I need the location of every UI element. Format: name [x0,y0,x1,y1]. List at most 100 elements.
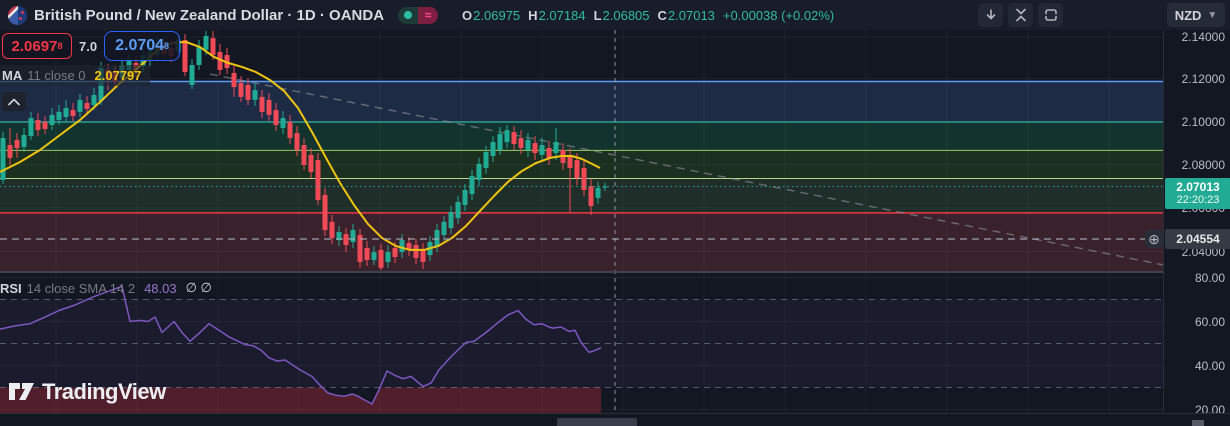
candle[interactable] [49,114,55,125]
rsi-indicator-legend[interactable]: RSI 14 close SMA 14 2 48.03 ∅ ∅ [0,280,212,296]
candle[interactable] [91,94,97,106]
legend-collapse-button[interactable] [2,92,26,111]
candle[interactable] [266,99,272,115]
candle[interactable] [259,96,265,112]
candle[interactable] [420,249,426,262]
candle[interactable] [357,234,363,262]
candle[interactable] [546,148,552,158]
candle[interactable] [203,35,209,51]
candle[interactable] [497,133,503,150]
time-axis[interactable] [0,413,1230,426]
candle[interactable] [581,167,587,191]
candle[interactable] [595,187,601,198]
candle[interactable] [70,109,76,116]
candle[interactable] [308,154,314,173]
candle[interactable] [301,145,307,165]
candle[interactable] [469,176,475,195]
candle[interactable] [441,221,447,235]
candle[interactable] [217,51,223,70]
candle[interactable] [182,39,188,73]
candle[interactable] [504,130,510,143]
candle[interactable] [21,135,27,147]
candle[interactable] [539,145,545,155]
candle[interactable] [371,252,377,260]
candle[interactable] [525,139,531,150]
symbol-title[interactable]: British Pound / New Zealand Dollar · 1D … [34,7,384,24]
scroll-down-button[interactable] [978,3,1003,27]
candle[interactable] [287,121,293,139]
candle[interactable] [462,190,468,205]
candle[interactable] [483,151,489,168]
candle[interactable] [511,132,517,144]
market-open-dot-icon[interactable] [398,6,419,24]
fullscreen-frame-icon [1044,9,1057,21]
candle[interactable] [14,139,20,149]
candle[interactable] [252,90,258,100]
candle[interactable] [273,109,279,125]
candle[interactable] [588,185,594,207]
candle[interactable] [490,142,496,156]
ma-indicator-legend[interactable]: MA 11 close 0 2.07797 [0,65,150,86]
candle[interactable] [7,145,13,158]
candle[interactable] [455,201,461,219]
candle[interactable] [476,163,482,180]
spread-wave-icon[interactable]: ≈ [418,6,439,24]
candle[interactable] [28,118,34,137]
add-alert-plus-button[interactable]: ⊕ [1145,230,1163,248]
candle[interactable] [329,221,335,238]
candle[interactable] [84,102,90,109]
currency-dropdown[interactable]: NZD ▼ [1167,3,1225,27]
rsi-line[interactable] [0,285,602,405]
candle[interactable] [315,160,321,201]
sell-button[interactable]: 2.0697 8 [2,33,72,59]
candle[interactable] [56,111,62,121]
fullscreen-button[interactable] [1038,3,1063,27]
candle[interactable] [0,138,6,180]
candle[interactable] [385,252,391,262]
candle[interactable] [567,154,573,168]
collapse-pane-button[interactable] [1008,3,1033,27]
candle[interactable] [532,142,538,153]
candle[interactable] [63,108,69,118]
price-scale[interactable]: 2.07013 22:20:23 2.04554 2.14000 2.12000 2… [1163,30,1230,417]
candle[interactable] [602,186,608,188]
candle[interactable] [392,248,398,257]
candle[interactable] [406,243,412,250]
market-status-toggle[interactable]: ≈ [398,6,439,24]
rsi-scale-label: 40.00 [1194,358,1225,373]
tradingview-logo[interactable]: TradingView [8,378,166,405]
candle[interactable] [42,121,48,130]
collapse-icon [1015,8,1026,22]
trendline[interactable] [209,73,1163,266]
candle[interactable] [189,65,195,85]
candle[interactable] [399,240,405,253]
candle[interactable] [35,120,41,131]
candle[interactable] [434,230,440,247]
candle[interactable] [518,138,524,149]
candle[interactable] [364,248,370,260]
buy-button[interactable]: 2.0704 8 [104,31,181,61]
candle[interactable] [231,72,237,88]
bar-countdown: 22:20:23 [1176,194,1220,206]
candle[interactable] [448,212,454,229]
candle[interactable] [245,84,251,100]
candle[interactable] [238,83,244,97]
candle[interactable] [280,118,286,128]
tradingview-logo-text: TradingView [42,378,166,404]
price-band [0,212,1163,272]
symbol-meta: · 1D · OANDA [287,6,385,24]
candle[interactable] [126,59,132,70]
candle[interactable] [350,230,356,243]
candle[interactable] [322,194,328,231]
candle[interactable] [378,249,384,268]
candle[interactable] [413,245,419,259]
candle[interactable] [196,47,202,66]
candle[interactable] [77,99,83,112]
candle[interactable] [343,234,349,246]
candle[interactable] [553,142,559,153]
candle[interactable] [574,160,580,179]
candle[interactable] [336,231,342,241]
candle[interactable] [210,38,216,55]
candle[interactable] [294,133,300,150]
